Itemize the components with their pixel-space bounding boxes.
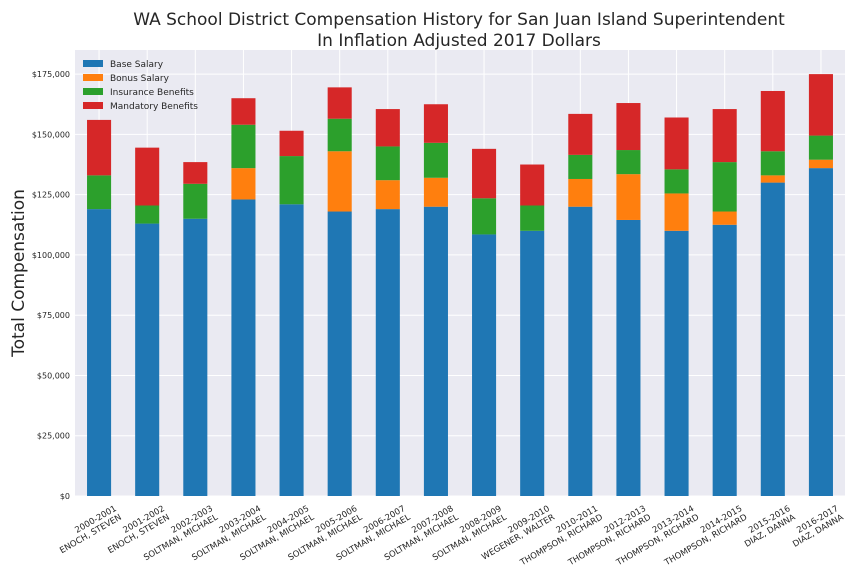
bar-base-salary	[568, 206, 593, 496]
bar-base-salary	[327, 211, 352, 496]
y-tick-label: $175,000	[32, 70, 70, 79]
bar-mandatory-benefits	[423, 104, 448, 143]
bar-insurance-benefits	[568, 154, 593, 179]
legend-label: Insurance Benefits	[110, 88, 194, 98]
bar-mandatory-benefits	[568, 113, 593, 155]
bar-base-salary	[279, 204, 304, 497]
bar-mandatory-benefits	[760, 90, 785, 152]
legend-swatch	[83, 60, 103, 67]
y-tick-label: $50,000	[37, 371, 70, 380]
bar-base-salary	[664, 230, 689, 497]
bar-mandatory-benefits	[712, 109, 737, 163]
bar-mandatory-benefits	[231, 98, 256, 125]
bar-mandatory-benefits	[87, 119, 112, 176]
bar-insurance-benefits	[231, 124, 256, 169]
bar-insurance-benefits	[87, 175, 112, 210]
legend-label: Bonus Salary	[110, 74, 170, 84]
bar-insurance-benefits	[375, 146, 400, 181]
bar-base-salary	[760, 182, 785, 496]
legend: Base Salary Bonus Salary Insurance Benefit…	[83, 60, 198, 112]
legend-swatch	[83, 102, 103, 109]
bar-bonus-salary	[808, 159, 833, 169]
bar-insurance-benefits	[183, 183, 208, 219]
bar-insurance-benefits	[664, 169, 689, 194]
y-axis: $0 $25,000 $50,000 $75,000 $100,000 $125,000 $…	[32, 70, 70, 501]
bar-bonus-salary	[423, 177, 448, 207]
bar-bonus-salary	[664, 193, 689, 231]
bar-base-salary	[375, 209, 400, 496]
bar-mandatory-benefits	[520, 164, 545, 206]
y-axis-label: Total Compensation	[9, 189, 29, 358]
bar-base-salary	[87, 209, 112, 496]
bar-base-salary	[231, 199, 256, 496]
bar-insurance-benefits	[760, 151, 785, 176]
legend-swatch	[83, 88, 103, 95]
bar-base-salary	[808, 168, 833, 496]
bar-insurance-benefits	[279, 156, 304, 205]
bar-mandatory-benefits	[472, 148, 497, 199]
bar-base-salary	[135, 223, 160, 497]
bar-bonus-salary	[712, 211, 737, 225]
chart-title-line-1: WA School District Compensation History …	[133, 10, 785, 30]
bar-mandatory-benefits	[135, 147, 160, 206]
bar-insurance-benefits	[327, 118, 352, 152]
bar-mandatory-benefits	[808, 74, 833, 136]
bar-base-salary	[712, 224, 737, 496]
bar-base-salary	[183, 218, 208, 496]
bar-mandatory-benefits	[616, 103, 641, 151]
bar-mandatory-benefits	[327, 87, 352, 119]
bar-insurance-benefits	[520, 205, 545, 231]
y-tick-label: $25,000	[37, 432, 70, 441]
bar-mandatory-benefits	[375, 109, 400, 147]
y-tick-label: $150,000	[32, 130, 70, 139]
bar-bonus-salary	[568, 178, 593, 207]
bar-insurance-benefits	[808, 135, 833, 160]
bar-base-salary	[423, 206, 448, 496]
bar-mandatory-benefits	[279, 130, 304, 157]
chart-title-line-2: In Inflation Adjusted 2017 Dollars	[317, 31, 601, 51]
bar-bonus-salary	[760, 175, 785, 183]
bar-bonus-salary	[231, 168, 256, 200]
bar-bonus-salary	[375, 180, 400, 210]
bar-base-salary	[616, 219, 641, 496]
bar-insurance-benefits	[423, 142, 448, 178]
bars	[87, 74, 833, 497]
bar-bonus-salary	[616, 174, 641, 220]
bar-mandatory-benefits	[664, 117, 689, 170]
bar-insurance-benefits	[616, 150, 641, 175]
y-tick-label: $125,000	[32, 191, 70, 200]
bar-base-salary	[472, 234, 497, 496]
bar-insurance-benefits	[135, 205, 160, 224]
y-tick-label: $0	[60, 492, 70, 501]
bar-bonus-salary	[327, 151, 352, 212]
y-tick-label: $100,000	[32, 251, 70, 260]
legend-swatch	[83, 74, 103, 81]
legend-label: Mandatory Benefits	[110, 102, 198, 112]
bar-insurance-benefits	[712, 162, 737, 212]
bar-insurance-benefits	[472, 198, 497, 235]
legend-label: Base Salary	[110, 60, 164, 70]
bar-mandatory-benefits	[183, 162, 208, 184]
y-tick-label: $75,000	[37, 311, 70, 320]
bar-base-salary	[520, 230, 545, 497]
